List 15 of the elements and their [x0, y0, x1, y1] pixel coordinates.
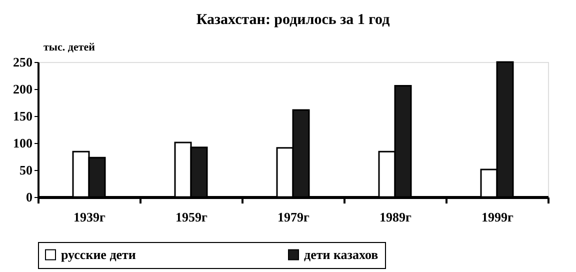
- y-tick-label: 250: [13, 54, 32, 70]
- legend-label: русские дети: [61, 246, 136, 262]
- x-tick-label: 1959г: [176, 210, 208, 224]
- y-axis-title: тыс. детей: [44, 42, 96, 54]
- legend-label: дети казахов: [304, 246, 378, 262]
- x-tick-label: 1979г: [278, 210, 310, 224]
- y-tick-label: 200: [13, 82, 32, 96]
- y-tick-label: 50: [20, 162, 32, 178]
- y-tick-label: 150: [13, 108, 32, 124]
- y-tick-label: 0: [26, 190, 32, 204]
- x-tick-label: 1999г: [482, 210, 514, 224]
- x-tick-label: 1989г: [380, 210, 412, 224]
- chart-title: Казахстан: родилось за 1 год: [196, 12, 390, 28]
- y-tick-label: 100: [13, 136, 32, 150]
- x-tick-label: 1939г: [74, 210, 106, 224]
